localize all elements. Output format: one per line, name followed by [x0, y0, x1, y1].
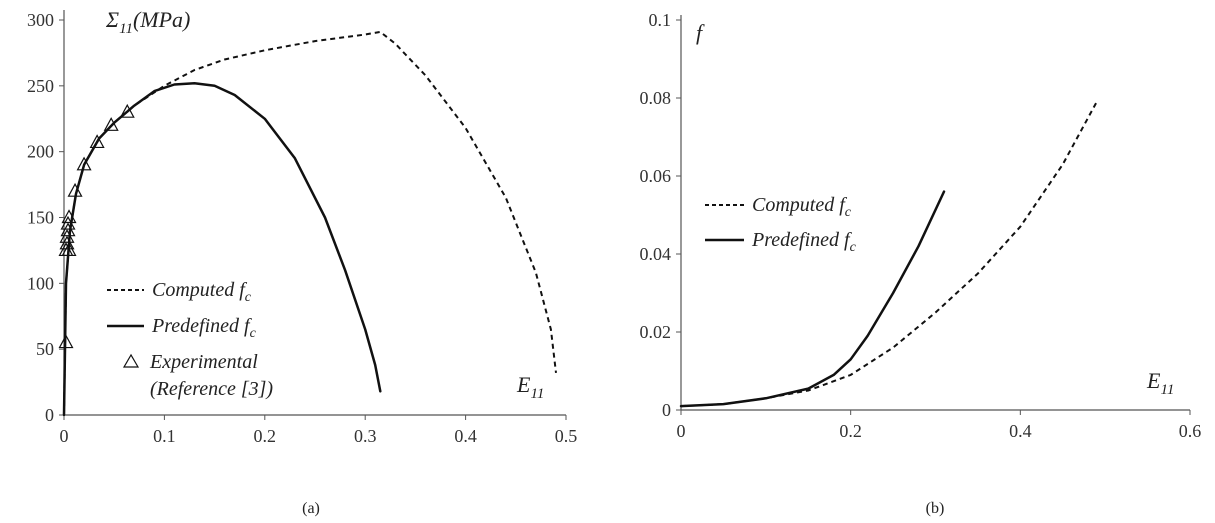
chart-a-x-ticks: 0 0.1 0.2 0.3 0.4 0.5 [60, 415, 578, 446]
chart-a-x-tick-label: 0 [60, 426, 69, 446]
chart-b-x-axis-label: E11 [1146, 368, 1174, 398]
chart-a-legend-predefined: Predefined fc [151, 315, 257, 341]
chart-a-y-axis-label: Σ11(MPa) [105, 7, 190, 37]
chart-a-x-tick-label: 0.3 [354, 426, 377, 446]
chart-b-x-ticks: 0 0.2 0.4 0.6 [677, 410, 1202, 441]
chart-b-porosity: 0 0.02 0.04 0.06 0.08 0.1 0 0.2 0.4 0.6 f E11 Co… [640, 10, 1202, 517]
chart-a-panel-label: (a) [302, 500, 320, 517]
chart-b-y-tick-label: 0.04 [640, 244, 672, 264]
chart-a-y-tick-label: 150 [27, 208, 54, 228]
chart-a-point-experimental [58, 334, 74, 349]
chart-b-x-tick-label: 0.4 [1009, 421, 1032, 441]
chart-a-point-experimental [89, 134, 105, 149]
chart-b-y-ticks: 0 0.02 0.04 0.06 0.08 0.1 [640, 10, 681, 420]
chart-a-y-tick-label: 50 [36, 339, 54, 359]
chart-a-legend-swatch-experimental [122, 353, 140, 368]
chart-a-legend-experimental: Experimental [149, 351, 258, 373]
chart-b-legend-computed: Computed fc [752, 194, 852, 220]
chart-a-legend-computed: Computed fc [152, 279, 252, 305]
chart-a-x-tick-label: 0.5 [555, 426, 578, 446]
chart-a-point-experimental [67, 182, 83, 197]
chart-b-line-computed-f [680, 101, 1098, 408]
chart-a-legend: Computed fc Predefined fc Experimental (… [107, 279, 273, 400]
chart-a-y-tick-label: 250 [27, 76, 54, 96]
chart-a-point-experimental [76, 156, 92, 171]
chart-a-y-tick-label: 300 [27, 10, 54, 30]
chart-a-line-computed-f [63, 30, 557, 416]
chart-a-y-ticks: 0 50 100 150 200 250 300 [27, 10, 64, 425]
chart-a-y-tick-label: 200 [27, 142, 54, 162]
chart-a-point-experimental [103, 117, 119, 131]
chart-a-y-tick-label: 0 [45, 405, 54, 425]
chart-b-x-tick-label: 0.6 [1179, 421, 1202, 441]
chart-b-y-tick-label: 0.1 [649, 10, 672, 30]
chart-b-panel-label: (b) [926, 500, 945, 517]
chart-a-x-axis-label: E11 [516, 372, 544, 402]
chart-b-series [679, 101, 1098, 408]
chart-a-y-tick-label: 100 [27, 273, 54, 293]
chart-a-x-tick-label: 0.1 [153, 426, 176, 446]
chart-b-y-tick-label: 0.08 [640, 88, 672, 108]
chart-a-series [58, 30, 557, 417]
chart-b-y-tick-label: 0 [662, 400, 671, 420]
chart-b-y-tick-label: 0.02 [640, 322, 672, 342]
chart-b-x-tick-label: 0.2 [839, 421, 862, 441]
chart-a-x-tick-label: 0.2 [254, 426, 277, 446]
chart-b-legend-predefined: Predefined fc [751, 229, 857, 255]
chart-a-legend-experimental-ref: (Reference [3]) [150, 378, 273, 400]
chart-a-point-experimental [119, 103, 135, 118]
chart-b-legend: Computed fc Predefined fc [705, 194, 857, 255]
chart-a-point-experimental [61, 242, 77, 257]
chart-b-line-predefined-f [679, 190, 946, 408]
chart-a-stress-strain: 0 50 100 150 200 250 300 0 0.1 0.2 0.3 0.4 0.5 Σ11(… [27, 7, 577, 517]
chart-a-point-experimental [61, 209, 77, 224]
chart-b-x-tick-label: 0 [677, 421, 686, 441]
chart-a-x-tick-label: 0.4 [454, 426, 477, 446]
chart-b-y-tick-label: 0.06 [640, 166, 672, 186]
chart-b-y-axis-label: f [696, 20, 705, 45]
